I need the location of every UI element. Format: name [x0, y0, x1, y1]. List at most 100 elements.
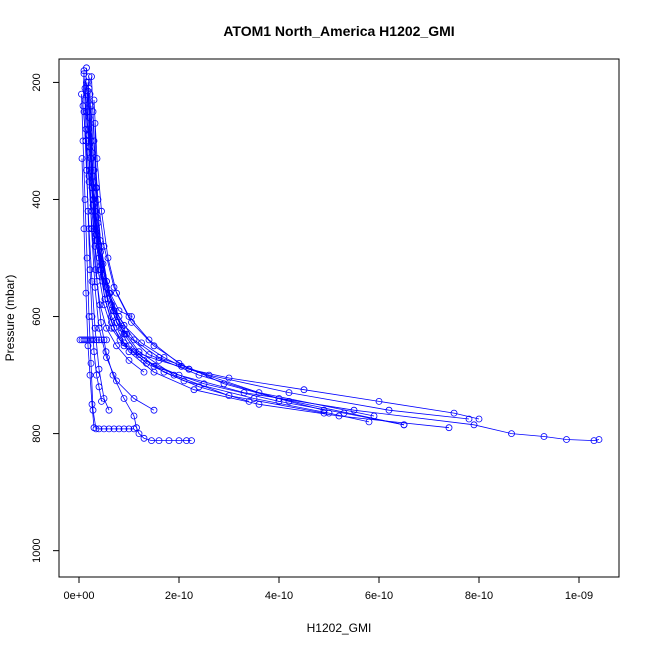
- x-tick-label: 4e-10: [265, 590, 293, 602]
- data-point: [95, 336, 103, 344]
- data-point: [320, 409, 328, 417]
- data-point: [94, 196, 102, 203]
- profile-line: [85, 140, 102, 402]
- data-point: [113, 289, 120, 297]
- data-point: [165, 437, 173, 445]
- data-point: [90, 348, 98, 356]
- data-point: [148, 437, 155, 445]
- data-point: [82, 137, 90, 145]
- data-point: [245, 397, 253, 405]
- data-point: [82, 289, 90, 297]
- data-point: [86, 371, 94, 379]
- data-point: [145, 351, 153, 359]
- data-point: [250, 395, 258, 402]
- data-point: [98, 207, 105, 215]
- data-point: [160, 354, 168, 361]
- profile-line: [86, 76, 405, 426]
- profile-line: [93, 99, 375, 417]
- data-point: [97, 318, 105, 326]
- data-point: [93, 371, 100, 379]
- data-point: [450, 409, 458, 417]
- data-point: [100, 336, 108, 344]
- data-point: [225, 392, 233, 400]
- data-point: [365, 418, 373, 426]
- profile-line: [82, 70, 600, 442]
- data-point: [85, 84, 93, 92]
- data-point: [96, 301, 104, 309]
- data-point: [130, 425, 138, 433]
- data-point: [183, 437, 190, 445]
- data-point: [285, 389, 293, 397]
- data-point: [115, 307, 123, 315]
- data-point: [115, 425, 123, 433]
- data-point: [320, 406, 328, 414]
- data-point: [84, 207, 92, 215]
- data-point: [78, 155, 86, 162]
- profile-line: [90, 105, 132, 317]
- data-point: [97, 266, 105, 274]
- data-point: [86, 266, 94, 274]
- x-tick-label: 2e-10: [165, 590, 193, 602]
- data-point: [113, 342, 120, 350]
- profile-line: [89, 94, 450, 429]
- data-point: [400, 421, 408, 429]
- data-point: [98, 397, 105, 405]
- x-tick-label: 8e-10: [465, 590, 493, 602]
- data-point: [125, 348, 133, 356]
- data-point: [120, 425, 128, 433]
- data-point: [87, 359, 95, 367]
- data-point: [120, 339, 128, 347]
- profile-line: [84, 67, 480, 420]
- data-point: [104, 254, 112, 262]
- data-point: [100, 425, 108, 433]
- data-point: [125, 425, 133, 433]
- data-point: [88, 336, 96, 344]
- data-point: [508, 430, 515, 438]
- data-point: [145, 336, 153, 344]
- data-point: [120, 321, 128, 329]
- data-point: [95, 425, 103, 433]
- data-point: [140, 434, 148, 442]
- data-point: [150, 406, 158, 414]
- y-tick-label: 800: [31, 424, 43, 442]
- data-point: [92, 425, 100, 433]
- data-point: [155, 437, 163, 445]
- data-series: [76, 64, 603, 445]
- data-point: [80, 225, 88, 233]
- data-point: [130, 395, 138, 402]
- data-point: [105, 406, 113, 414]
- data-point: [113, 377, 120, 385]
- data-point: [445, 424, 453, 432]
- data-point: [121, 330, 129, 338]
- y-tick-label: 200: [31, 73, 43, 91]
- data-point: [88, 73, 95, 80]
- data-point: [180, 377, 188, 385]
- data-point: [113, 318, 121, 326]
- x-tick-label: 6e-10: [365, 590, 393, 602]
- data-point: [91, 324, 99, 332]
- data-point: [88, 277, 96, 285]
- data-point: [93, 184, 100, 192]
- data-point: [93, 277, 101, 285]
- data-point: [188, 437, 195, 445]
- data-point: [87, 155, 95, 162]
- data-point: [90, 424, 98, 432]
- profile-line: [88, 88, 192, 442]
- data-point: [88, 400, 96, 408]
- x-axis-label: H1202_GMI: [307, 621, 372, 635]
- y-tick-label: 400: [31, 190, 43, 208]
- data-point: [563, 436, 570, 443]
- data-point: [190, 386, 198, 394]
- data-point: [103, 324, 110, 332]
- data-point: [90, 225, 98, 233]
- profile-line: [86, 82, 155, 411]
- data-point: [540, 433, 548, 440]
- data-point: [175, 437, 183, 445]
- data-point: [195, 383, 203, 391]
- data-point: [595, 436, 603, 443]
- data-point: [130, 336, 138, 344]
- profile-line: [94, 123, 250, 402]
- data-point: [110, 425, 118, 433]
- data-point: [135, 430, 143, 438]
- data-point: [128, 313, 135, 320]
